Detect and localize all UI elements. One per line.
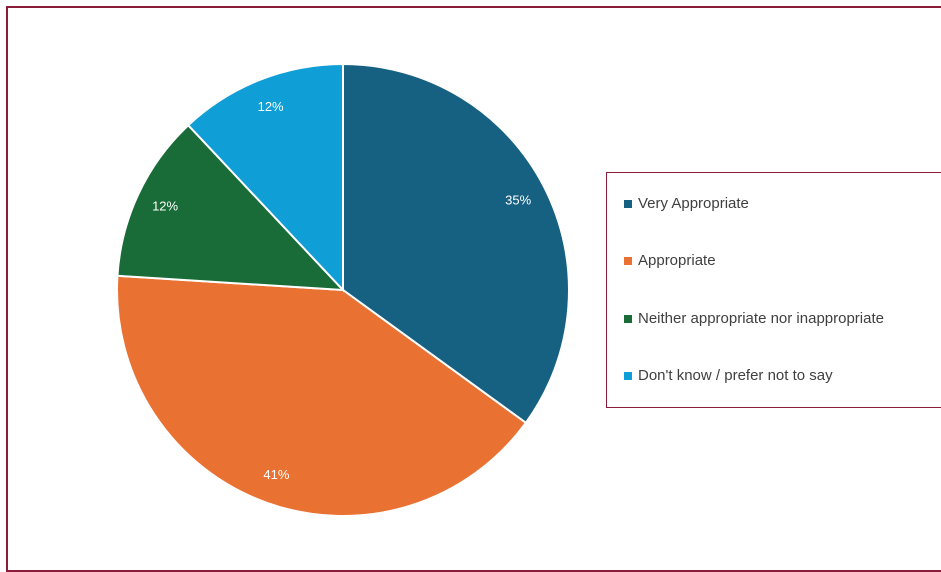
- pie-slice-appropriate: [116, 274, 528, 517]
- legend-swatch-appropriate: [624, 256, 632, 265]
- pie-slice-neither: [116, 123, 346, 292]
- pie-slice-dont-know: [186, 62, 344, 293]
- legend-swatch-neither: [624, 314, 632, 323]
- legend-swatch-dont-know: [624, 371, 632, 380]
- data-label-appropriate: 41%: [263, 467, 289, 482]
- data-label-very-appropriate: 35%: [505, 193, 531, 208]
- legend-label-appropriate: Appropriate: [638, 252, 716, 269]
- legend-swatch-very-appropriate: [624, 199, 632, 208]
- legend-item-neither: Neither appropriate nor inappropriate: [624, 310, 884, 327]
- legend-label-neither: Neither appropriate nor inappropriate: [638, 310, 884, 327]
- chart-legend: Very Appropriate Appropriate Neither app…: [606, 172, 941, 408]
- data-label-neither: 12%: [152, 198, 178, 213]
- pie-slice-very-appropriate: [342, 62, 570, 425]
- data-label-dont-know: 12%: [258, 99, 284, 114]
- legend-item-very-appropriate: Very Appropriate: [624, 195, 749, 212]
- legend-label-very-appropriate: Very Appropriate: [638, 195, 749, 212]
- legend-item-appropriate: Appropriate: [624, 252, 716, 269]
- legend-label-dont-know: Don't know / prefer not to say: [638, 367, 833, 384]
- legend-item-dont-know: Don't know / prefer not to say: [624, 367, 833, 384]
